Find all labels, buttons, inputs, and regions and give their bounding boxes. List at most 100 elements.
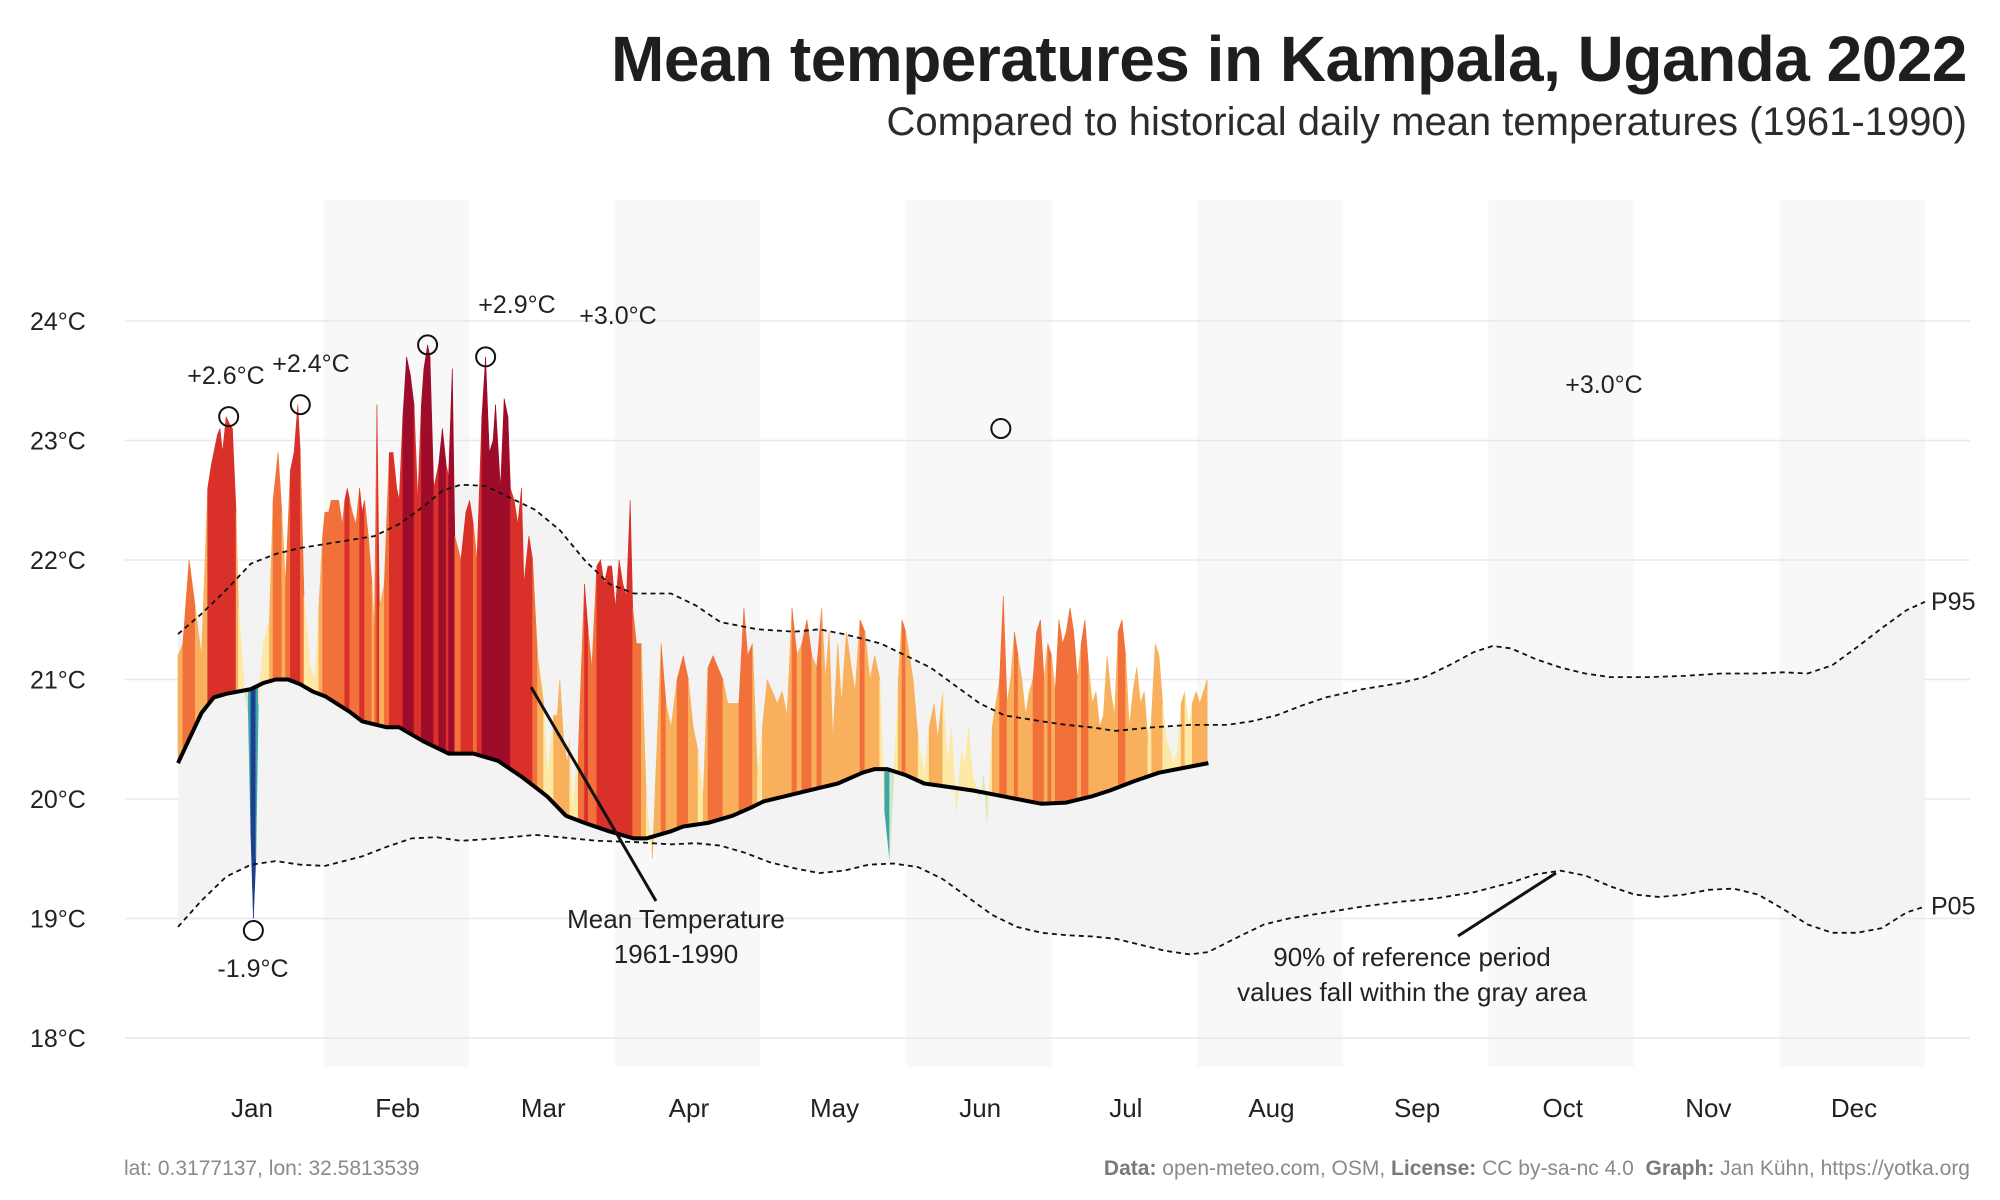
daily-spike xyxy=(1066,607,1071,803)
month-label: Jul xyxy=(1109,1093,1142,1123)
y-tick-label: 20°C xyxy=(30,786,86,814)
daily-spike xyxy=(1062,631,1067,804)
daily-spike xyxy=(596,558,601,829)
daily-spike xyxy=(364,500,369,724)
daily-spike xyxy=(297,404,301,685)
daily-spike xyxy=(1129,691,1134,784)
license-value: CC by-sa-nc 4.0 xyxy=(1482,1157,1634,1180)
daily-spike xyxy=(433,464,440,750)
daily-spike xyxy=(392,452,398,728)
graph-label: Graph: xyxy=(1645,1157,1715,1180)
daily-spike xyxy=(776,691,783,799)
month-label: Sep xyxy=(1394,1093,1440,1123)
daily-spike xyxy=(228,421,233,694)
month-label: Oct xyxy=(1543,1093,1584,1123)
extreme-marker xyxy=(242,919,264,941)
daily-spike xyxy=(665,703,672,834)
daily-spike xyxy=(351,512,357,718)
license-label: License: xyxy=(1391,1157,1477,1180)
daily-spike xyxy=(1077,643,1082,801)
daily-spike xyxy=(811,655,818,791)
extreme-label: +3.0°C xyxy=(579,302,656,330)
extreme-marker xyxy=(289,394,311,416)
daily-spike xyxy=(409,374,415,737)
daily-spike xyxy=(1058,619,1063,804)
month-band xyxy=(1488,200,1634,1067)
daily-spike xyxy=(676,655,684,830)
data-label: Data: xyxy=(1103,1157,1157,1180)
daily-spike xyxy=(293,404,299,684)
p05-line xyxy=(177,833,1926,956)
daily-spike xyxy=(1199,691,1204,766)
band-callout-line1: 90% of reference period xyxy=(1273,942,1551,972)
p05-label: P05 xyxy=(1931,893,1975,921)
extreme-label: +2.6°C xyxy=(187,362,264,390)
daily-spike xyxy=(219,428,223,696)
daily-spike xyxy=(253,686,257,919)
daily-spike xyxy=(225,416,229,695)
daily-spike xyxy=(1106,655,1112,792)
daily-spike xyxy=(388,452,394,728)
daily-spike xyxy=(1099,715,1104,795)
daily-spike xyxy=(361,500,365,723)
graph-author: Jan Kühn, https://yotka.org xyxy=(1720,1157,1970,1180)
daily-spike xyxy=(1151,643,1156,776)
daily-spike xyxy=(607,565,613,833)
y-tick-label: 18°C xyxy=(30,1025,86,1053)
daily-spike xyxy=(622,583,627,837)
daily-spike xyxy=(1088,667,1093,798)
month-label: May xyxy=(810,1093,859,1123)
daily-spike xyxy=(1017,655,1023,801)
daily-spike xyxy=(344,488,348,711)
y-tick-label: 24°C xyxy=(30,308,86,336)
credits: Data: open-meteo.com, OSM, License: CC b… xyxy=(1104,1157,1970,1181)
daily-spike xyxy=(618,559,624,836)
mean-1961-1990-line xyxy=(176,677,1209,841)
daily-spike xyxy=(346,488,351,713)
daily-spike xyxy=(322,512,326,697)
daily-spike xyxy=(211,452,215,702)
extreme-marker xyxy=(218,406,240,428)
daily-spike xyxy=(481,356,486,758)
daily-spike xyxy=(1158,655,1163,774)
daily-spike xyxy=(1188,703,1193,768)
daily-spike xyxy=(1092,691,1097,797)
daily-spike xyxy=(438,428,443,752)
daily-spike xyxy=(632,607,637,839)
daily-spike xyxy=(901,619,907,776)
daily-spike xyxy=(1069,607,1074,803)
daily-spike xyxy=(492,404,496,761)
month-label: Mar xyxy=(521,1093,566,1123)
daily-spike xyxy=(1155,643,1160,775)
daily-spike xyxy=(299,452,305,687)
daily-spike xyxy=(469,500,474,754)
y-tick-label: 21°C xyxy=(30,667,86,695)
daily-spike xyxy=(517,488,522,778)
daily-spike xyxy=(897,619,903,775)
daily-spike xyxy=(328,500,332,701)
x-axis-months: Jan Feb Mar Apr May Jun Jul Aug Sep Oct Nov Dec xyxy=(231,1093,1877,1123)
daily-spike xyxy=(600,559,605,831)
daily-spike xyxy=(182,559,190,753)
daily-spike xyxy=(476,416,483,757)
daily-spike xyxy=(717,667,724,821)
daily-spike xyxy=(285,470,291,681)
month-label: Feb xyxy=(375,1093,420,1123)
daily-spike xyxy=(727,703,734,818)
daily-spike xyxy=(349,500,353,715)
daily-spike xyxy=(359,488,363,722)
daily-spike xyxy=(1095,691,1100,796)
daily-spike xyxy=(1080,619,1086,800)
daily-spike xyxy=(510,488,515,773)
daily-spike xyxy=(905,631,910,778)
daily-spike xyxy=(1051,655,1056,804)
month-label: Nov xyxy=(1685,1093,1731,1123)
daily-spike xyxy=(1047,643,1052,804)
month-band xyxy=(905,200,1052,1067)
daily-spike xyxy=(1103,655,1108,794)
daily-spike xyxy=(1132,667,1137,783)
daily-spike xyxy=(603,565,609,832)
daily-spike xyxy=(587,631,593,826)
daily-spike xyxy=(1014,631,1019,800)
daily-spike xyxy=(272,452,279,681)
